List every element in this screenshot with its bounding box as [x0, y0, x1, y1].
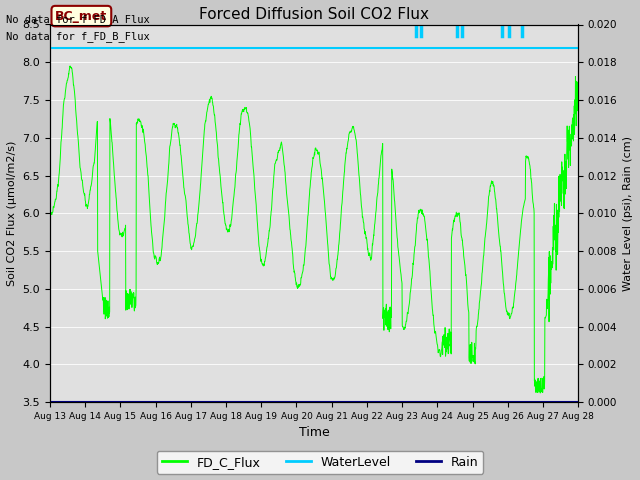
X-axis label: Time: Time: [299, 426, 330, 440]
Text: No data for f_FD_B_Flux: No data for f_FD_B_Flux: [6, 31, 150, 42]
Y-axis label: Soil CO2 Flux (μmol/m2/s): Soil CO2 Flux (μmol/m2/s): [7, 141, 17, 286]
Title: Forced Diffusion Soil CO2 Flux: Forced Diffusion Soil CO2 Flux: [199, 7, 429, 22]
Y-axis label: Water Level (psi), Rain (cm): Water Level (psi), Rain (cm): [623, 136, 633, 291]
Text: No data for f_FD_A_Flux: No data for f_FD_A_Flux: [6, 13, 150, 24]
Text: BC_met: BC_met: [55, 10, 108, 23]
Legend: FD_C_Flux, WaterLevel, Rain: FD_C_Flux, WaterLevel, Rain: [157, 451, 483, 474]
